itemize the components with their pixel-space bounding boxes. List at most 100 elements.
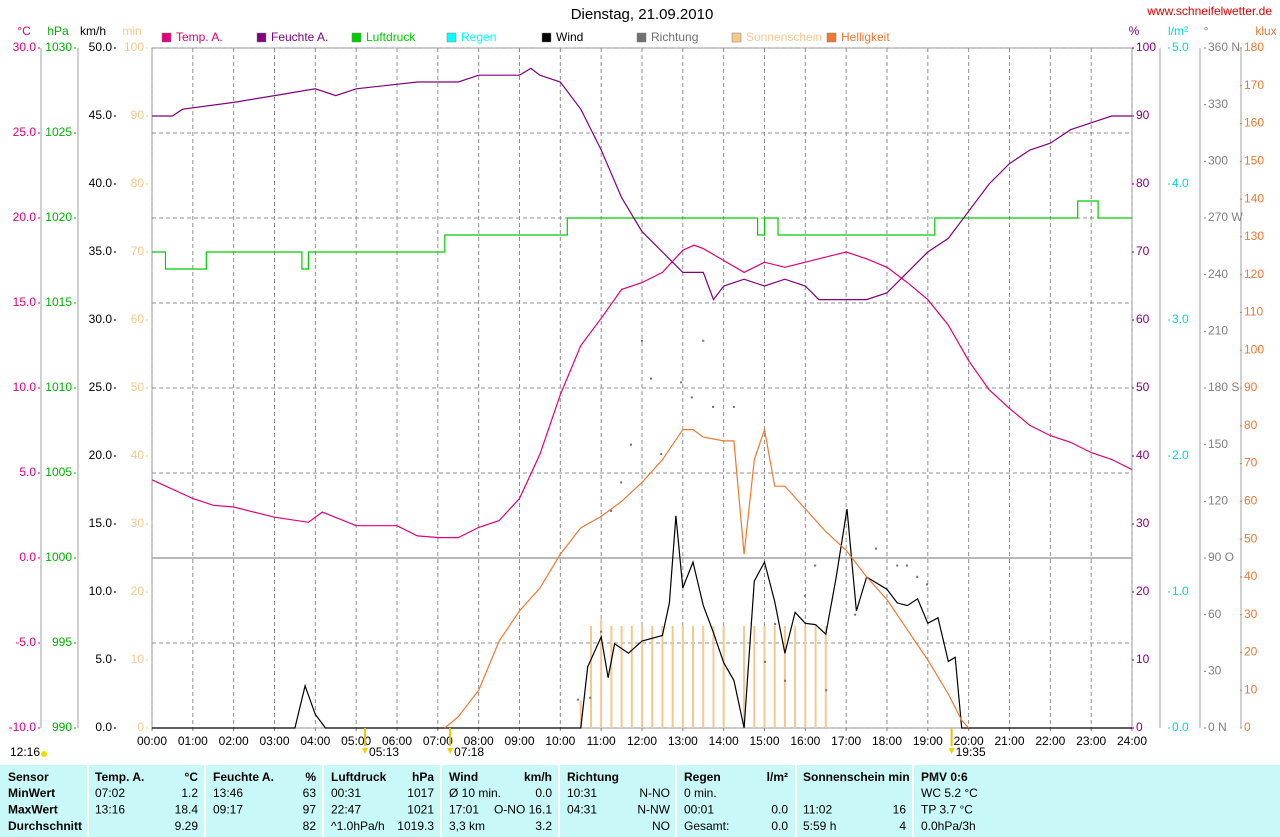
cell-left: 13:46 <box>213 786 243 800</box>
y-tick-label: 140 <box>1244 191 1264 205</box>
x-tick-label: 02:00 <box>219 734 249 748</box>
y-tick-label: 40 <box>131 448 145 462</box>
source: www.schneifelwetter.de <box>1146 4 1272 18</box>
cell-left: 04:31 <box>567 803 597 817</box>
series-line <box>152 67 1132 301</box>
y-tick-label: 0 N <box>1208 720 1227 734</box>
direction-point <box>609 509 612 512</box>
marker-icon <box>362 748 369 754</box>
direction-point <box>926 583 929 586</box>
sunshine-bar <box>763 626 766 728</box>
x-tick-label: 11:00 <box>587 734 616 748</box>
y-tick-label: 15.0 <box>13 295 37 309</box>
cell-left: 10:31 <box>567 786 597 800</box>
y-tick-label: 60 <box>131 312 145 326</box>
y-tick-label: 30 <box>1136 516 1150 530</box>
series-line <box>151 244 1133 539</box>
sunshine-bar <box>641 626 643 728</box>
cell-right: 82 <box>303 819 317 833</box>
x-tick-label: 08:00 <box>464 734 494 748</box>
cell-right: 63 <box>303 786 317 800</box>
column-unit: % <box>305 770 316 784</box>
sunshine-bar <box>814 626 817 728</box>
cell-left: Gesamt: <box>684 819 729 833</box>
direction-point <box>896 564 899 567</box>
cell-left: ^1.0hPa/h <box>331 819 385 833</box>
y-tick-label: 5.0 <box>95 652 112 666</box>
column-header: Luftdruck <box>331 770 387 784</box>
series-line <box>152 200 1132 270</box>
marker-label: 05:13 <box>369 745 399 759</box>
x-tick-label: 10:00 <box>545 734 575 748</box>
direction-point <box>620 481 623 484</box>
marker-label: 19:35 <box>956 745 986 759</box>
cell-left: Ø 10 min. <box>449 786 501 800</box>
direction-point <box>874 547 877 550</box>
cell-left: 00:31 <box>331 786 361 800</box>
direction-point <box>576 698 579 701</box>
legend-swatch <box>351 32 362 43</box>
direction-point <box>783 679 786 682</box>
y-tick-label: 1000 <box>45 550 72 564</box>
row-label: Durchschnitt <box>8 819 82 833</box>
direction-point <box>906 564 909 567</box>
x-tick-label: 17:00 <box>831 734 861 748</box>
cell-left: 17:01 <box>449 803 479 817</box>
y-tick-label: 5.0 <box>1172 40 1189 54</box>
x-tick-label: 22:00 <box>1035 734 1065 748</box>
axis-unit: l/m² <box>1168 24 1188 38</box>
sunshine-bar <box>712 626 715 728</box>
direction-point <box>712 405 715 408</box>
direction-point <box>803 594 806 597</box>
x-tick-label: 13:00 <box>668 734 698 748</box>
legend-label: Helligkeit <box>841 30 890 44</box>
y-tick-label: 1020 <box>45 210 72 224</box>
y-tick-label: 100 <box>1244 342 1264 356</box>
x-tick-label: 19:00 <box>913 734 943 748</box>
y-tick-label: -5.0 <box>15 635 36 649</box>
legend-swatch <box>826 32 837 43</box>
cell-left: 09:17 <box>213 803 243 817</box>
y-tick-label: 1015 <box>45 295 72 309</box>
column-unit: hPa <box>412 770 434 784</box>
sunshine-bar <box>681 626 684 728</box>
y-tick-label: 80 <box>1244 418 1258 432</box>
y-tick-label: 20 <box>1244 645 1258 659</box>
solar-noon: 12:16 <box>10 745 40 759</box>
direction-point <box>702 339 705 342</box>
y-tick-label: 40 <box>1244 569 1258 583</box>
cell-left: 00:01 <box>684 803 714 817</box>
direction-point <box>732 405 735 408</box>
y-tick-label: 990 <box>52 720 72 734</box>
y-tick-label: 50 <box>131 380 145 394</box>
sunshine-bar <box>692 626 695 728</box>
direction-point <box>649 377 652 380</box>
y-tick-label: 0.0 <box>1172 720 1189 734</box>
legend-label: Wind <box>556 30 583 44</box>
cell-left: WC 5.2 °C <box>921 786 978 800</box>
sunshine-bar <box>661 626 664 728</box>
direction-point <box>660 453 663 456</box>
y-tick-label: 0 <box>137 720 144 734</box>
cell-right: 16 <box>893 803 907 817</box>
stats-table: Sensor Temp. A. °C Feuchte A.% Luftdruck hPa W… <box>8 765 978 837</box>
y-tick-label: 50 <box>1136 380 1150 394</box>
column-header: PMV 0:6 <box>921 770 968 784</box>
x-tick-label: 00:00 <box>137 734 167 748</box>
y-tick-label: 80 <box>1136 176 1150 190</box>
y-tick-label: 20 <box>131 584 145 598</box>
axis-unit: % <box>1129 24 1140 38</box>
sunshine-bar <box>620 626 623 728</box>
cell-right: 4 <box>899 819 906 833</box>
y-tick-label: 120 <box>1244 267 1264 281</box>
cell-right: 1021 <box>407 803 434 817</box>
sunshine-bar <box>783 626 786 728</box>
y-tick-label: 30 <box>1244 607 1258 621</box>
y-tick-label: 50.0 <box>89 40 113 54</box>
y-tick-label: 100 <box>1136 40 1156 54</box>
chart-title: Dienstag, 21.09.2010 <box>571 6 714 23</box>
x-tick-label: 14:00 <box>709 734 739 748</box>
y-tick-label: 1030 <box>45 40 72 54</box>
